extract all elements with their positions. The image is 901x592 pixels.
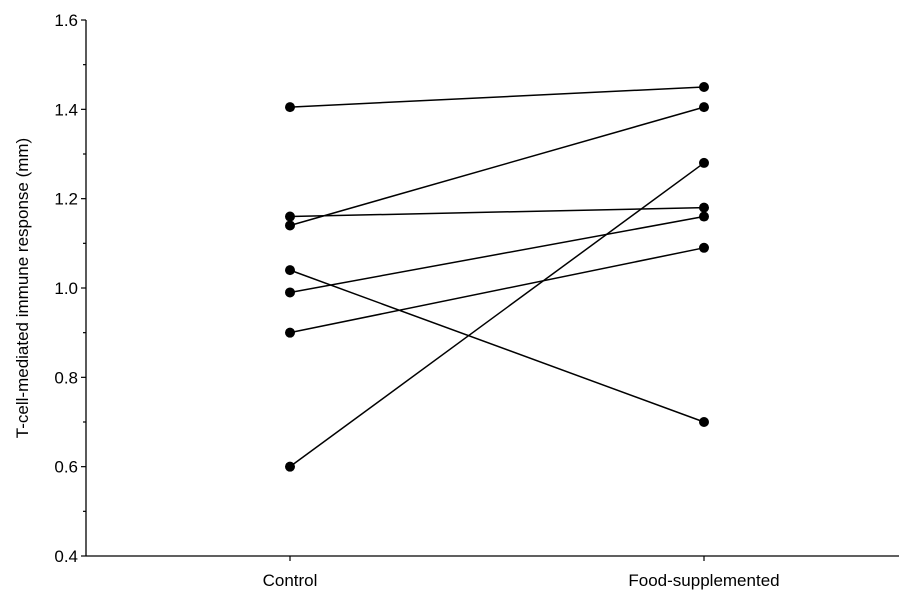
data-point: [285, 265, 295, 276]
series-line: [289, 269, 705, 423]
series-line: [289, 106, 705, 227]
data-point: [699, 102, 709, 113]
data-point: [285, 461, 295, 472]
series-line: [289, 215, 705, 294]
y-tick-label: 0.4: [54, 547, 78, 566]
data-point: [285, 220, 295, 231]
y-tick-label: 0.8: [54, 368, 78, 387]
series-pair: [285, 211, 709, 298]
data-point: [699, 417, 709, 427]
y-tick-label: 1.6: [54, 11, 78, 30]
data-point: [699, 202, 709, 213]
data-point: [699, 211, 709, 222]
y-tick-label: 1.0: [54, 279, 78, 298]
series-line: [289, 86, 705, 108]
x-tick-label: Food-supplemented: [628, 571, 779, 590]
series-pair: [285, 202, 709, 222]
y-tick-label: 0.6: [54, 458, 78, 477]
y-axis-ticks: 0.4 0.6 0.8 1.0 1.2 1.4 1.6: [54, 11, 86, 566]
series-pair: [285, 157, 709, 472]
data-point: [285, 327, 295, 338]
data-point: [699, 82, 709, 92]
y-tick-label: 1.2: [54, 190, 78, 209]
y-tick-label: 1.4: [54, 100, 78, 119]
data-point: [285, 211, 295, 222]
axes: [85, 20, 899, 557]
data-point: [285, 287, 295, 298]
data-point: [699, 242, 709, 253]
x-tick-label: Control: [263, 571, 318, 590]
series-line: [289, 247, 705, 334]
series-line: [289, 162, 705, 468]
data-point: [285, 102, 295, 113]
x-axis-ticks: Control Food-supplemented: [263, 556, 780, 590]
series-pair: [285, 242, 709, 338]
series-pair: [285, 265, 709, 427]
series-pair: [285, 82, 709, 113]
y-axis-label: T-cell-mediated immune response (mm): [13, 138, 32, 438]
series-pair: [285, 102, 709, 231]
series-line: [289, 206, 705, 218]
series-layer: [285, 82, 709, 472]
data-point: [699, 157, 709, 168]
